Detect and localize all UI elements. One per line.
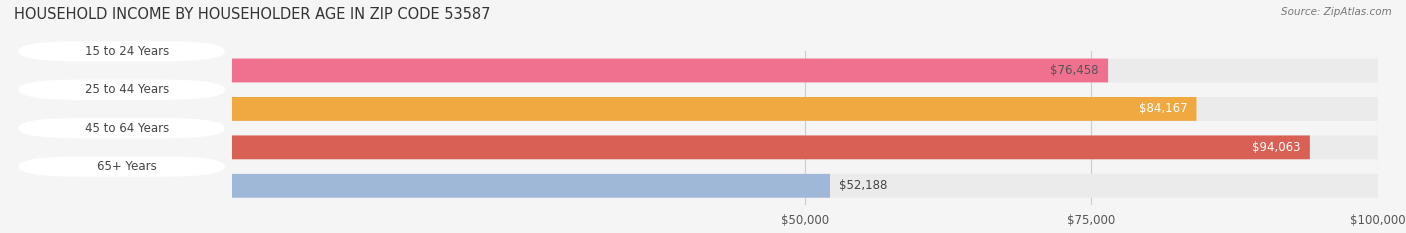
Text: 15 to 24 Years: 15 to 24 Years — [84, 45, 169, 58]
Text: 25 to 44 Years: 25 to 44 Years — [84, 83, 169, 96]
FancyBboxPatch shape — [232, 97, 1197, 121]
FancyBboxPatch shape — [232, 58, 1378, 82]
Text: $94,063: $94,063 — [1253, 141, 1301, 154]
FancyBboxPatch shape — [232, 174, 830, 198]
Text: $52,188: $52,188 — [839, 179, 887, 192]
Text: 45 to 64 Years: 45 to 64 Years — [84, 122, 169, 135]
Text: Source: ZipAtlas.com: Source: ZipAtlas.com — [1281, 7, 1392, 17]
FancyBboxPatch shape — [232, 97, 1378, 121]
FancyBboxPatch shape — [232, 135, 1310, 159]
Text: 65+ Years: 65+ Years — [97, 160, 156, 173]
Text: $84,167: $84,167 — [1139, 103, 1187, 115]
FancyBboxPatch shape — [232, 135, 1378, 159]
Text: HOUSEHOLD INCOME BY HOUSEHOLDER AGE IN ZIP CODE 53587: HOUSEHOLD INCOME BY HOUSEHOLDER AGE IN Z… — [14, 7, 491, 22]
Text: $76,458: $76,458 — [1050, 64, 1099, 77]
FancyBboxPatch shape — [232, 174, 1378, 198]
FancyBboxPatch shape — [232, 58, 1108, 82]
